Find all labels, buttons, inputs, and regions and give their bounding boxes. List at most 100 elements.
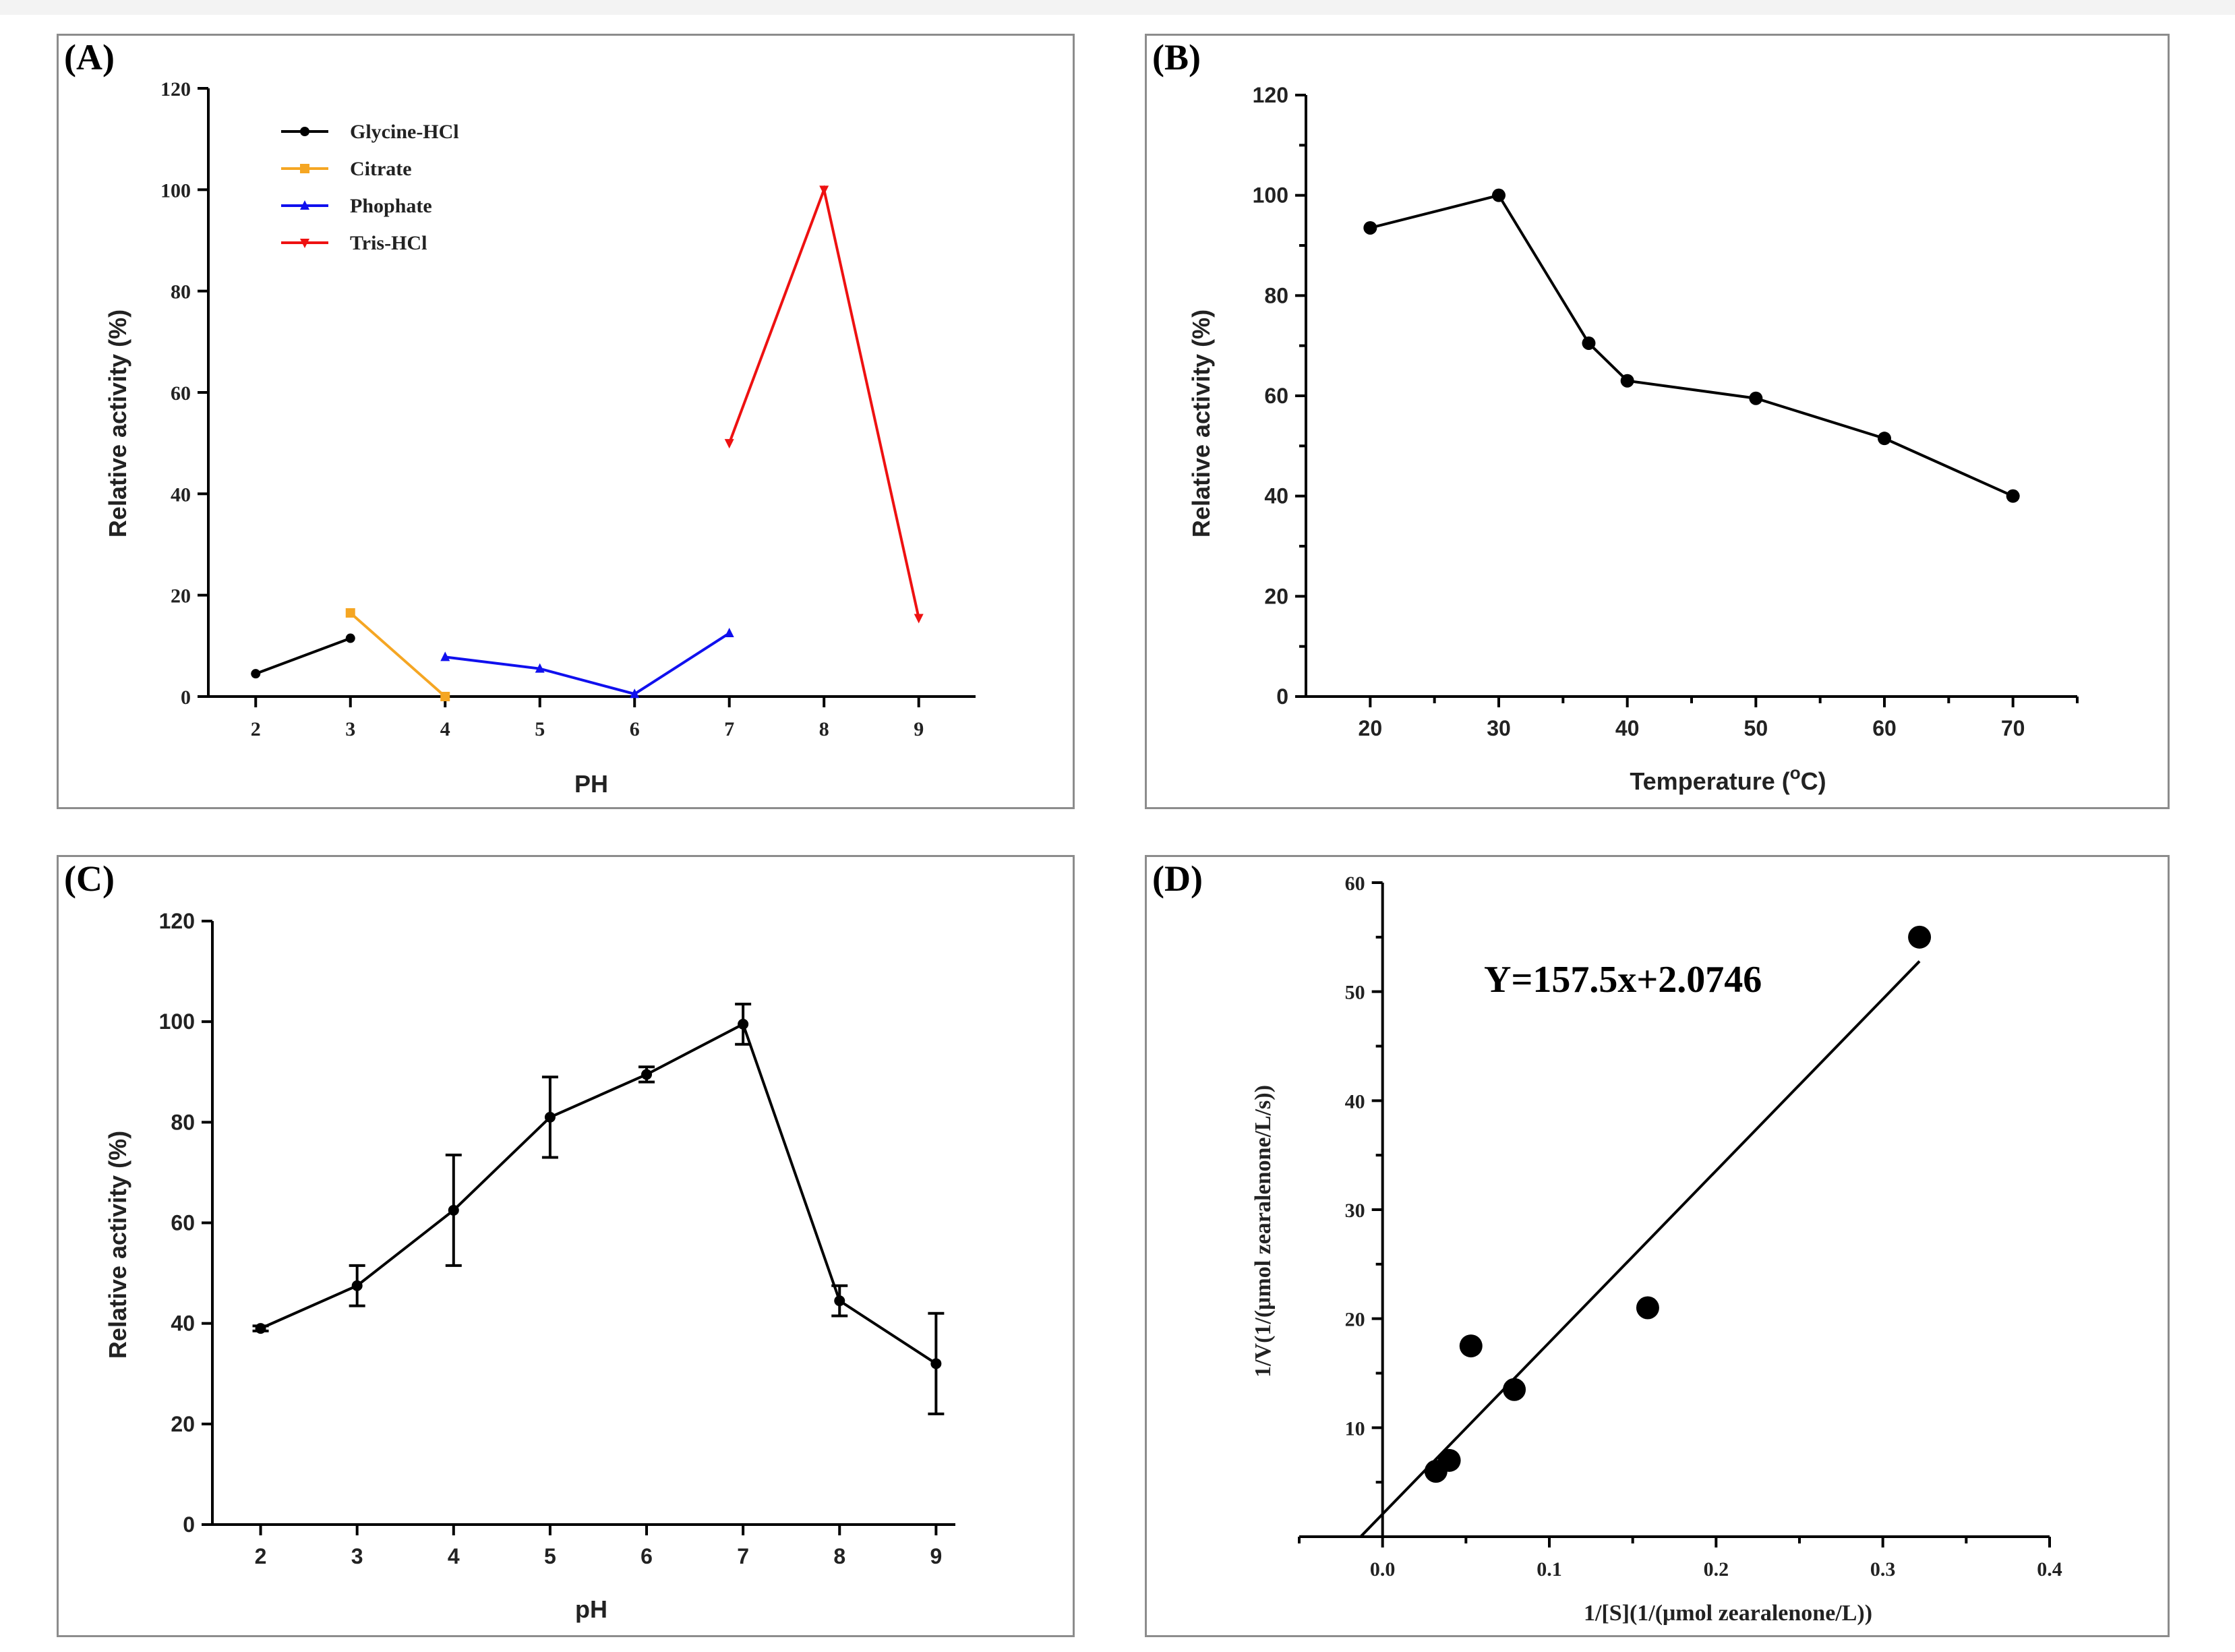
series-line — [444, 632, 730, 696]
x-tick-label: 2 — [251, 718, 261, 740]
x-axis-label: Temperature (oC) — [1630, 763, 1826, 795]
y-tick-label: 100 — [160, 179, 191, 202]
x-tick-label: 7 — [737, 1544, 749, 1568]
y-tick-label: 20 — [171, 1412, 195, 1436]
data-point — [724, 628, 734, 638]
y-tick-label: 60 — [171, 382, 191, 405]
y-tick-label: 40 — [1345, 1090, 1365, 1113]
x-tick-label: 50 — [1744, 716, 1768, 740]
panel-a: (A) 2 3 4 5 6 7 8 9 0 20 40 60 80 100 120 Glycine-HCl C… — [57, 34, 1075, 809]
chart-b: (B) 20 30 40 50 60 70 0 20 40 60 80 100 120 Temperat… — [1152, 37, 2079, 795]
x-tick-label: 0.0 — [1370, 1558, 1396, 1581]
regression-equation: Y=157.5x+2.0746 — [1484, 959, 1762, 1001]
data-point — [914, 614, 924, 624]
legend-marker — [300, 164, 309, 173]
legend-marker — [300, 200, 309, 210]
x-tick-label: 40 — [1615, 716, 1640, 740]
panel-label-c: (C) — [64, 858, 115, 899]
x-tick-label: 60 — [1872, 716, 1897, 740]
data-point — [1363, 220, 1377, 235]
y-tick-label: 80 — [171, 281, 191, 303]
y-tick-label: 120 — [160, 78, 191, 100]
y-tick-label: 120 — [159, 909, 195, 933]
data-point — [641, 1069, 653, 1080]
x-tick-label: 20 — [1359, 716, 1383, 740]
series-line — [1369, 194, 2014, 498]
y-tick-label: 60 — [1345, 873, 1365, 895]
legend-marker — [300, 127, 309, 136]
chart-c: (C) 2 3 4 5 6 7 8 9 0 20 40 60 80 100 120 pH Relative … — [64, 858, 955, 1623]
y-tick-label: 60 — [171, 1211, 195, 1235]
x-axis-label-main: Temperature ( — [1630, 767, 1789, 795]
data-point — [630, 688, 640, 699]
panel-label-a: (A) — [64, 37, 115, 78]
y-tick-label: 80 — [1264, 283, 1288, 307]
y-axis-label: 1/V(1/(μmol zearalenone/L/s)) — [1251, 1085, 1276, 1378]
data-point — [819, 185, 829, 196]
panel-label-b: (B) — [1152, 37, 1201, 78]
y-tick-label: 120 — [1253, 83, 1288, 107]
y-tick-label: 60 — [1264, 384, 1288, 408]
series-line — [727, 185, 920, 618]
x-tick-label: 4 — [448, 1544, 460, 1568]
data-point — [544, 1111, 556, 1123]
y-tick-label: 40 — [1264, 484, 1288, 508]
data-point — [1437, 1448, 1461, 1472]
data-point — [251, 669, 261, 679]
top-strip — [0, 0, 2235, 15]
legend-label: Tris-HCl — [350, 232, 427, 254]
data-point — [1908, 925, 1932, 949]
x-tick-label: 0.4 — [2037, 1558, 2062, 1581]
y-tick-label: 20 — [171, 585, 191, 608]
panel-d: (D) 0.0 0.1 0.2 0.3 0.4 10 20 30 40 50 60 Y=157.5x… — [1145, 855, 2170, 1637]
x-tick-label: 7 — [724, 718, 734, 740]
data-point — [255, 1323, 266, 1334]
data-point — [440, 651, 450, 661]
panel-c: (C) 2 3 4 5 6 7 8 9 0 20 40 60 80 100 120 pH Relative … — [57, 855, 1075, 1637]
data-point — [1878, 432, 1891, 446]
data-point — [535, 663, 545, 673]
x-tick-label: 0.3 — [1870, 1558, 1896, 1581]
x-tick-label: 6 — [630, 718, 640, 740]
y-tick-label: 10 — [1345, 1417, 1365, 1440]
data-point — [1503, 1378, 1526, 1401]
chart-d: (D) 0.0 0.1 0.2 0.3 0.4 10 20 30 40 50 60 Y=157.5x… — [1152, 858, 2062, 1626]
y-tick-label: 30 — [1345, 1200, 1365, 1222]
x-tick-label: 30 — [1487, 716, 1511, 740]
legend-label: Glycine-HCl — [350, 121, 459, 143]
data-point — [1582, 336, 1596, 350]
data-point — [1749, 391, 1763, 405]
data-point — [1620, 374, 1634, 388]
y-tick-label: 20 — [1264, 584, 1288, 608]
x-axis-label: pH — [575, 1595, 607, 1623]
y-tick-label: 0 — [183, 1512, 195, 1537]
data-point — [345, 633, 355, 643]
x-tick-label: 3 — [345, 718, 355, 740]
chart-a: (A) 2 3 4 5 6 7 8 9 0 20 40 60 80 100 120 Glycine-HCl C… — [64, 37, 976, 798]
y-tick-label: 40 — [171, 483, 191, 506]
legend-label: Phophate — [350, 195, 432, 217]
x-tick-label: 8 — [819, 718, 829, 740]
series-line — [349, 612, 446, 698]
x-tick-label: 6 — [640, 1544, 653, 1568]
x-tick-label: 4 — [440, 718, 450, 740]
data-point — [345, 608, 355, 618]
panel-b: (B) 20 30 40 50 60 70 0 20 40 60 80 100 120 Temperat… — [1145, 34, 2170, 809]
x-axis-label: PH — [574, 770, 608, 798]
y-tick-label: 40 — [171, 1311, 195, 1336]
y-tick-label: 50 — [1345, 982, 1365, 1004]
y-axis-label: Relative activity (%) — [104, 1131, 131, 1359]
data-point — [1492, 188, 1506, 202]
x-tick-label: 3 — [351, 1544, 363, 1568]
legend-label: Citrate — [350, 158, 412, 180]
regression-line — [1360, 960, 1921, 1537]
data-point — [1459, 1334, 1483, 1358]
data-point — [1636, 1296, 1659, 1320]
x-tick-label: 0.1 — [1537, 1558, 1562, 1581]
legend-marker — [300, 239, 309, 248]
data-point — [2006, 489, 2020, 503]
data-point — [351, 1280, 363, 1291]
series-line — [255, 637, 351, 676]
x-tick-label: 5 — [544, 1544, 556, 1568]
x-axis-label-end: C) — [1801, 767, 1826, 795]
